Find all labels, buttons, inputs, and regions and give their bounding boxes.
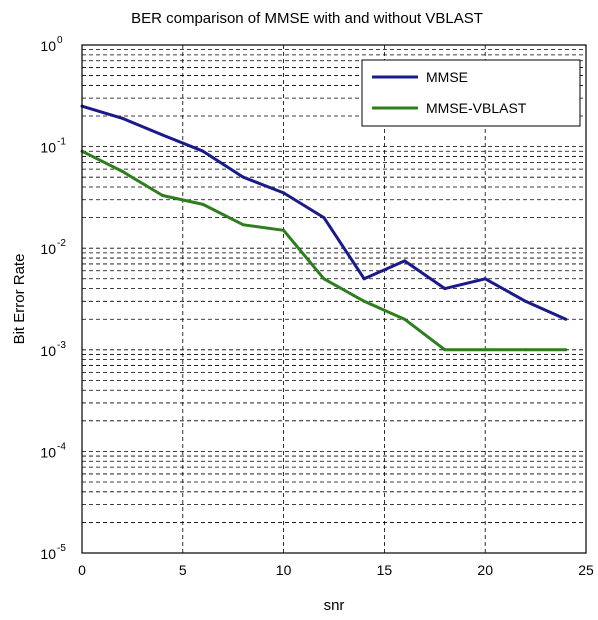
y-tick-exponent: -3 xyxy=(57,340,66,351)
x-tick-label: 0 xyxy=(78,562,86,578)
y-tick-label: 10 xyxy=(40,546,56,562)
series-lines xyxy=(80,104,568,352)
data-point xyxy=(282,191,286,195)
data-point xyxy=(161,133,165,137)
y-tick-label: 10 xyxy=(40,444,56,460)
data-point xyxy=(362,299,366,303)
data-point xyxy=(483,277,487,281)
data-point xyxy=(564,317,568,321)
data-point xyxy=(443,348,447,352)
x-tick-label: 10 xyxy=(276,562,292,578)
chart-title: BER comparison of MMSE with and without … xyxy=(131,10,483,27)
plot-frame xyxy=(81,44,587,554)
y-tick-exponent: -5 xyxy=(57,543,66,554)
data-point xyxy=(201,202,205,206)
y-tick-exponent: 0 xyxy=(57,35,63,46)
legend-label-mmse-vblast: MMSE-VBLAST xyxy=(426,100,527,116)
y-tick-exponent: -4 xyxy=(57,441,66,452)
data-point xyxy=(241,223,245,227)
legend-box xyxy=(361,59,581,127)
data-point xyxy=(524,348,528,352)
x-axis-label: snr xyxy=(324,597,345,614)
x-tick-label: 20 xyxy=(477,562,493,578)
plot-area xyxy=(82,45,586,553)
y-tick-exponent: -2 xyxy=(57,238,66,249)
data-point xyxy=(201,149,205,153)
x-tick-label: 25 xyxy=(578,562,594,578)
data-point xyxy=(322,277,326,281)
data-point xyxy=(362,277,366,281)
data-point xyxy=(322,216,326,220)
y-axis-label: Bit Error Rate xyxy=(11,254,28,345)
data-point xyxy=(483,348,487,352)
data-point xyxy=(282,228,286,232)
data-point xyxy=(120,116,124,120)
y-tick-label: 10 xyxy=(40,38,56,54)
y-tick-label: 10 xyxy=(40,241,56,257)
legend: MMSE MMSE-VBLAST xyxy=(361,59,581,127)
y-tick-label: 10 xyxy=(40,343,56,359)
x-tick-label: 15 xyxy=(377,562,393,578)
y-tick-label: 10 xyxy=(40,140,56,156)
data-point xyxy=(241,175,245,179)
data-point xyxy=(161,194,165,198)
data-point xyxy=(443,287,447,291)
data-point xyxy=(120,169,124,173)
data-point xyxy=(403,317,407,321)
data-point xyxy=(403,259,407,263)
y-tick-exponent: -1 xyxy=(57,137,66,148)
legend-label-mmse: MMSE xyxy=(426,69,468,85)
data-point xyxy=(564,348,568,352)
data-point xyxy=(524,299,528,303)
x-tick-label: 5 xyxy=(179,562,187,578)
